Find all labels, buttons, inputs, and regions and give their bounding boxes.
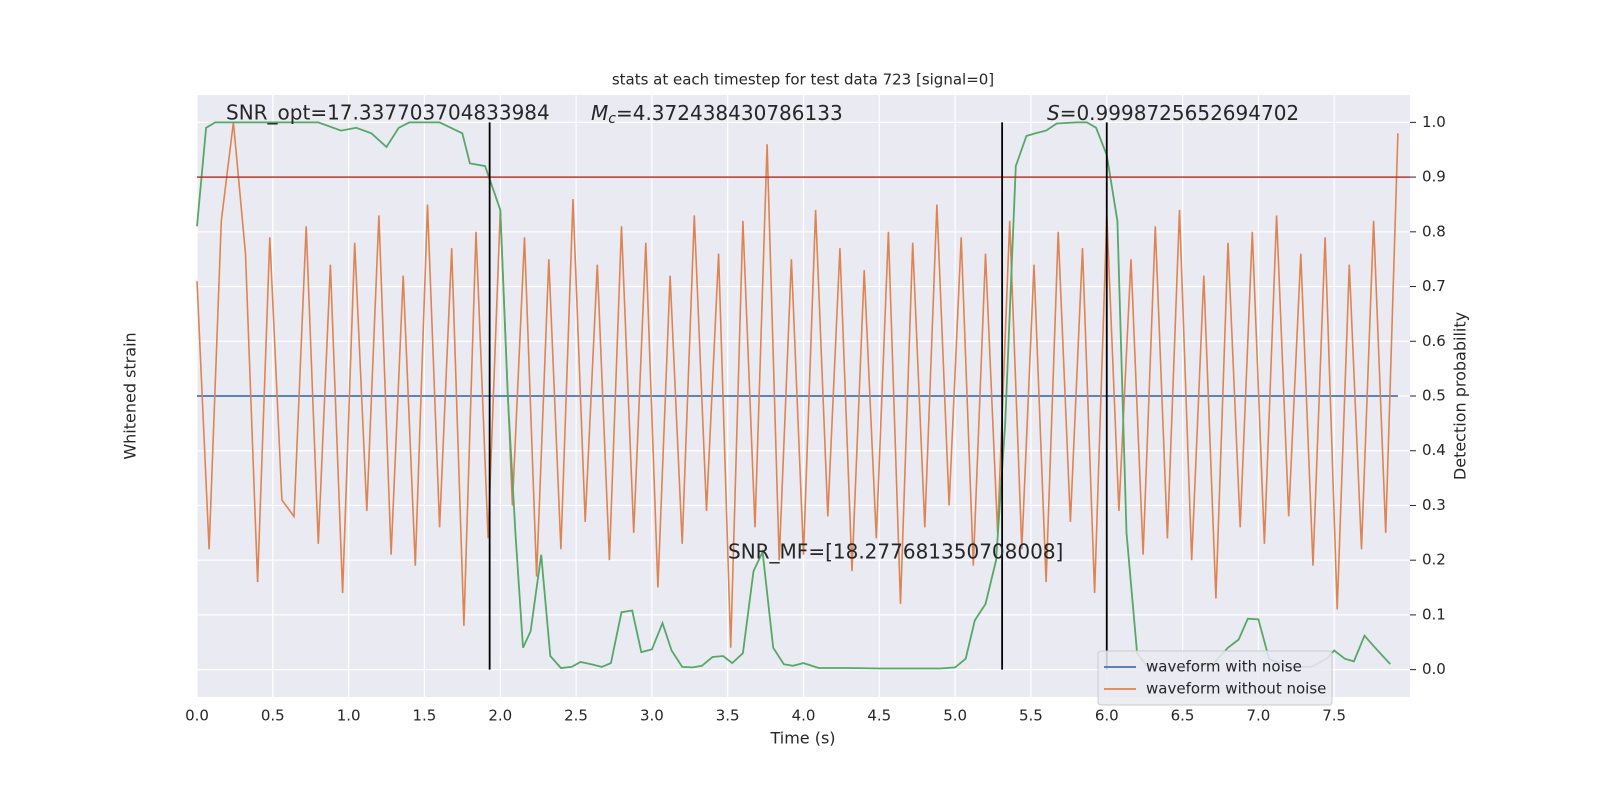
y2-tick-label: 0.8: [1422, 222, 1446, 240]
y2-tick-label: 0.6: [1422, 332, 1446, 350]
y2-tick-label: 0.9: [1422, 168, 1446, 186]
y2-tick-label: 0.7: [1422, 277, 1446, 295]
legend-box: [1097, 650, 1333, 706]
annotation-text: =0.9998725652694702: [1060, 101, 1299, 125]
x-tick-label: 7.0: [1246, 707, 1270, 725]
y2-tick-label: 1.0: [1422, 113, 1446, 131]
legend: waveform with noise waveform without nois…: [1097, 650, 1333, 706]
x-tick-label: 3.5: [716, 707, 740, 725]
series-line: [196, 122, 1399, 648]
annotation-subscript: c: [608, 111, 616, 127]
x-tick-label: 6.0: [1095, 707, 1119, 725]
x-tick-label: 2.5: [564, 707, 588, 725]
y2-tick-label: 0.5: [1422, 387, 1446, 405]
annotation: S=0.9998725652694702: [1047, 101, 1299, 125]
x-tick-label: 5.0: [943, 707, 967, 725]
x-axis-label: Time (s): [769, 729, 835, 748]
annotation: SNR_MF=[18.277681350708008]: [728, 540, 1063, 564]
x-tick-label: 1.0: [337, 707, 361, 725]
x-tick-label: 0.0: [185, 707, 209, 725]
x-tick-label: 5.5: [1019, 707, 1043, 725]
annotation-text: =4.372438430786133: [616, 101, 843, 125]
x-tick-label: 4.0: [792, 707, 816, 725]
y2-axis-label: Detection probability: [1451, 312, 1470, 480]
y2-tick-label: 0.2: [1422, 551, 1446, 569]
y2-tick-label: 0.1: [1422, 605, 1446, 623]
x-tick-label: 2.0: [488, 707, 512, 725]
x-tick-label: 7.5: [1322, 707, 1346, 725]
y2-tick-label: 0.3: [1422, 496, 1446, 514]
annotation: Mc=4.372438430786133: [591, 101, 843, 128]
x-tick-label: 1.5: [413, 707, 437, 725]
legend-label: waveform without noise: [1146, 680, 1326, 698]
y2-tick-label: 0.4: [1422, 441, 1446, 459]
chart-title: stats at each timestep for test data 723…: [612, 71, 994, 89]
annotation-symbol: S: [1047, 101, 1060, 125]
y-axis-label: Whitened strain: [121, 332, 140, 459]
x-tick-label: 0.5: [261, 707, 285, 725]
annotation-symbol: M: [591, 101, 608, 125]
y2-tick-label: 0.0: [1422, 660, 1446, 678]
x-tick-label: 6.5: [1171, 707, 1195, 725]
legend-label: waveform with noise: [1146, 658, 1302, 676]
x-tick-label: 3.0: [640, 707, 664, 725]
annotation: SNR_opt=17.337703704833984: [226, 101, 550, 125]
x-tick-label: 4.5: [867, 707, 891, 725]
